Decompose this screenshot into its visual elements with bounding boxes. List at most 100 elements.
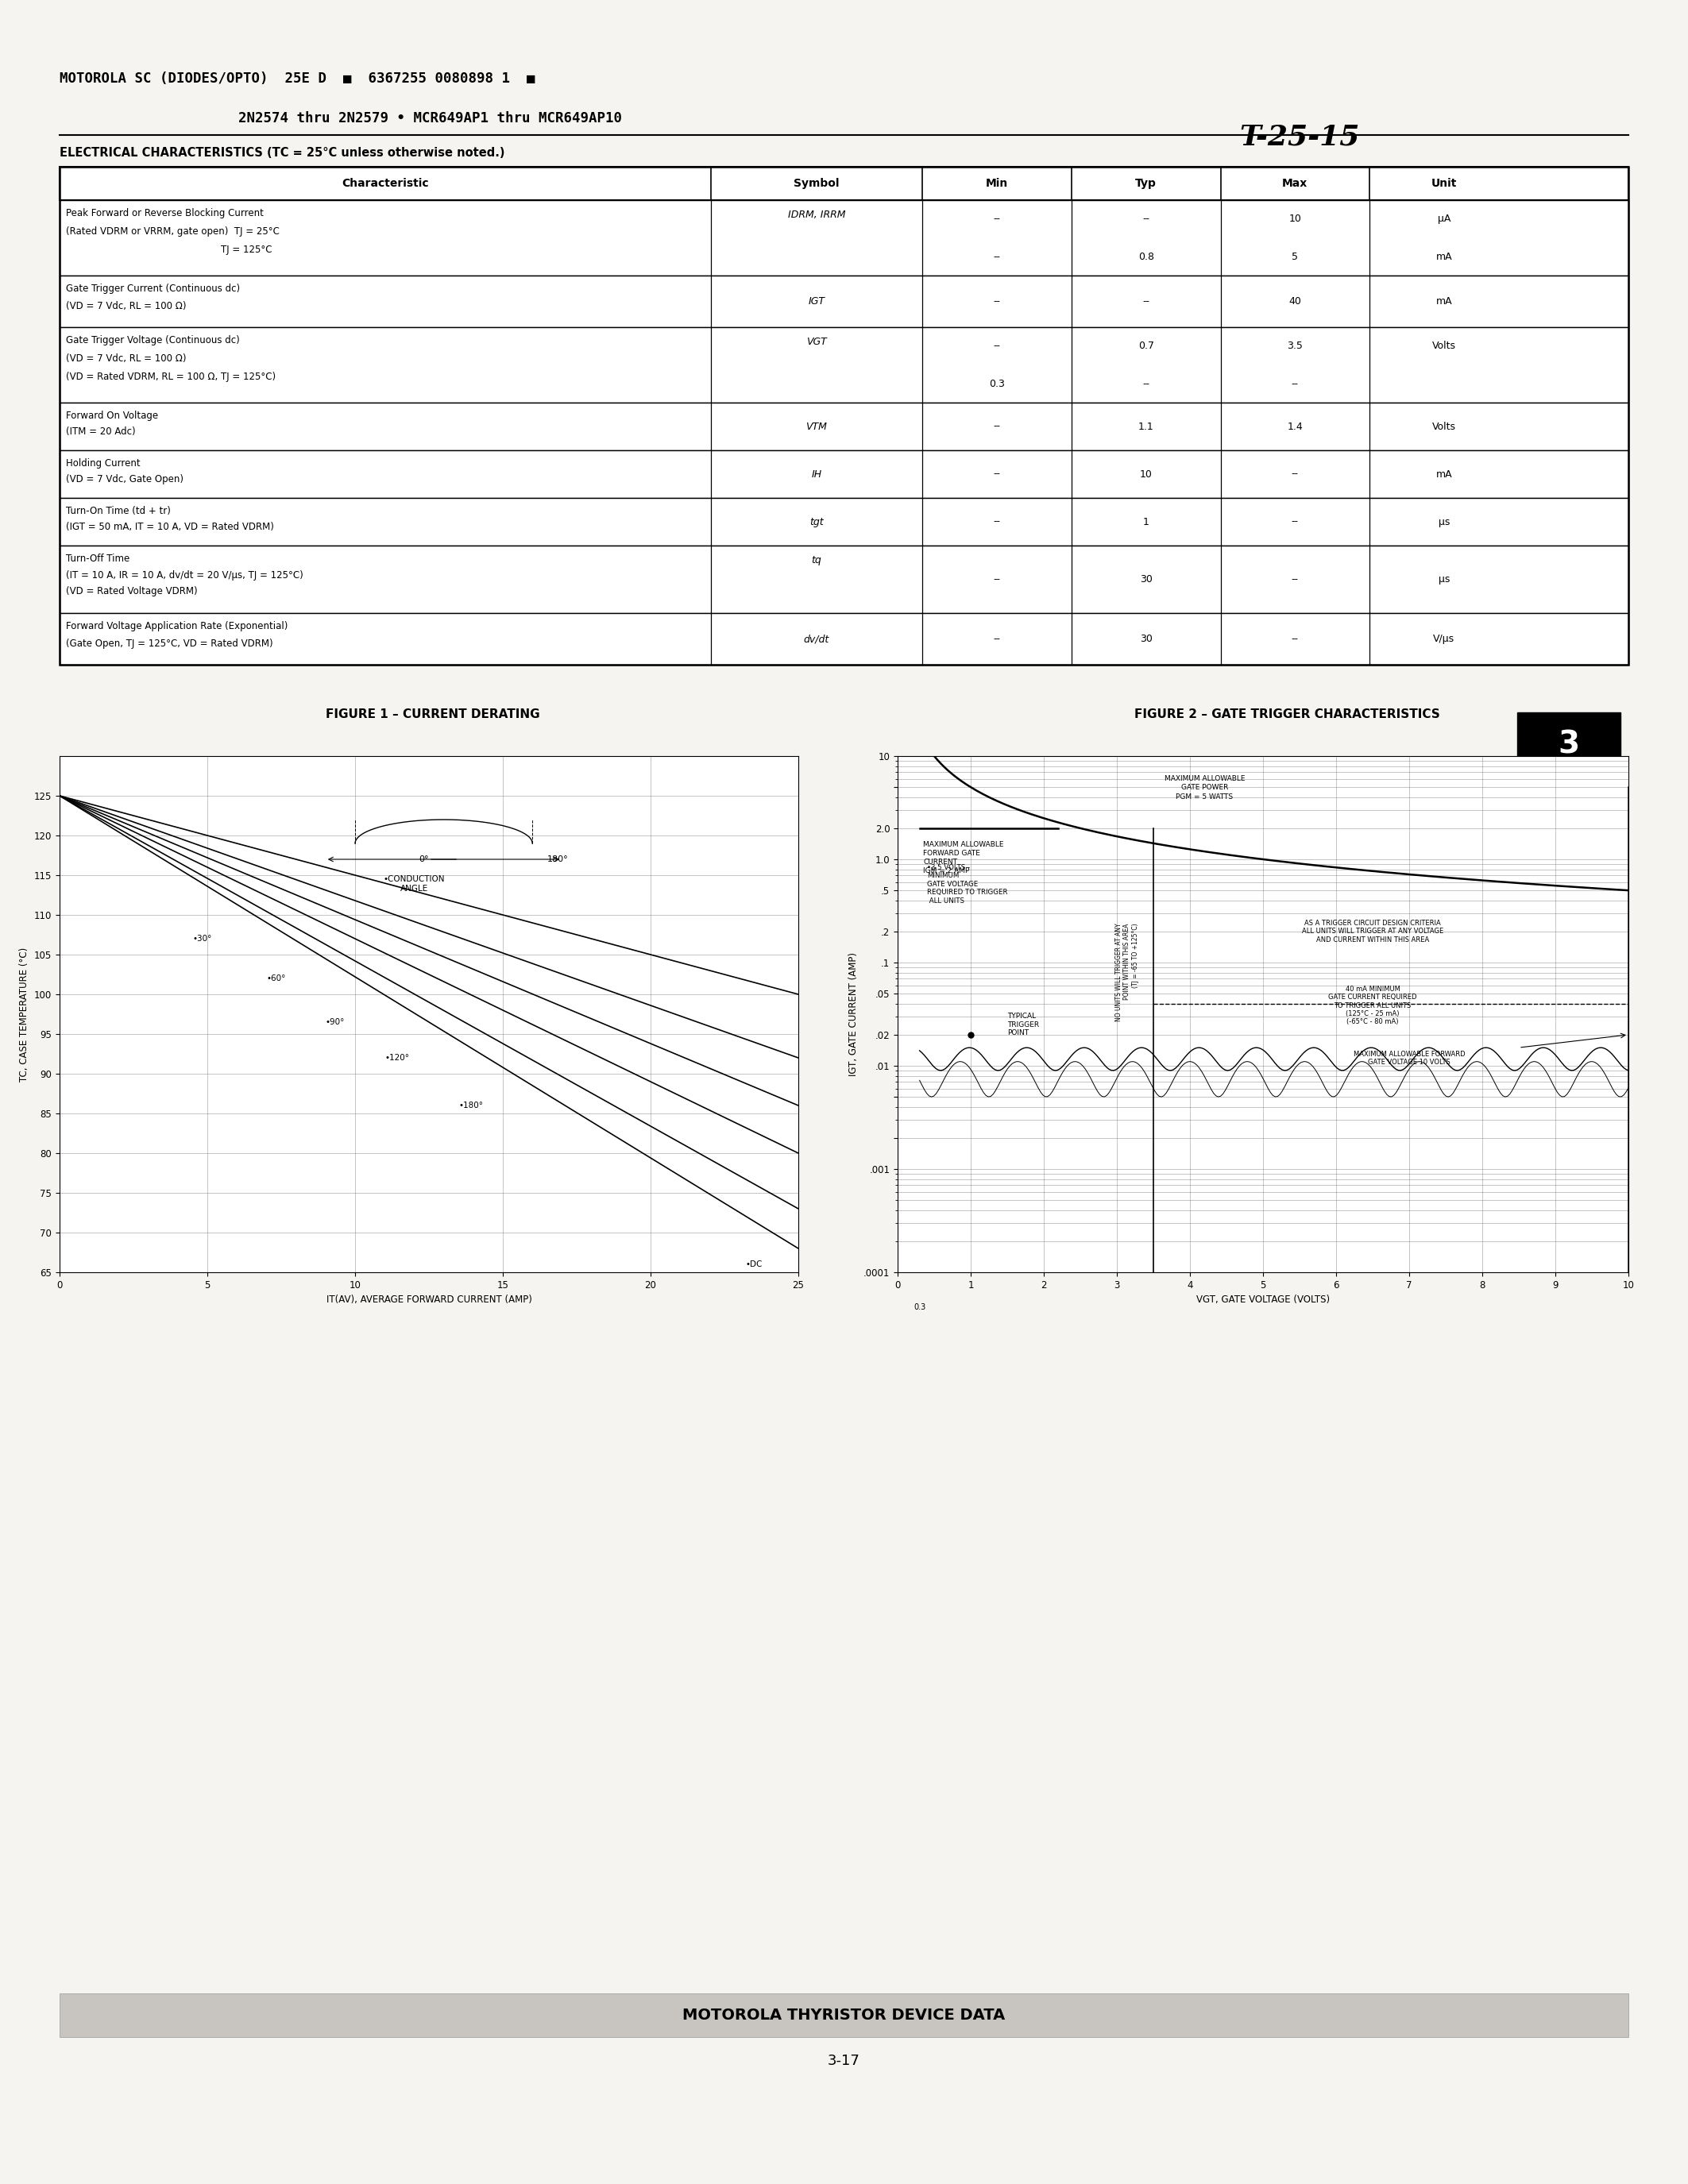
Text: --: -- <box>993 633 1001 644</box>
Text: IGT: IGT <box>809 297 825 306</box>
Text: --: -- <box>993 574 1001 585</box>
Text: •120°: •120° <box>385 1055 408 1061</box>
Text: ELECTRICAL CHARACTERISTICS (TC = 25°C unless otherwise noted.): ELECTRICAL CHARACTERISTICS (TC = 25°C un… <box>59 146 505 159</box>
Text: 180°: 180° <box>547 856 569 863</box>
Text: •60°: •60° <box>267 974 285 983</box>
Text: MAXIMUM ALLOWABLE FORWARD
GATE VOLTAGE 10 VOLTS: MAXIMUM ALLOWABLE FORWARD GATE VOLTAGE 1… <box>1354 1051 1465 1066</box>
Text: 0.7: 0.7 <box>1138 341 1155 352</box>
Text: Gate Trigger Voltage (Continuous dc): Gate Trigger Voltage (Continuous dc) <box>66 334 240 345</box>
Text: --: -- <box>993 214 1001 225</box>
Text: (VD = 7 Vdc, RL = 100 Ω): (VD = 7 Vdc, RL = 100 Ω) <box>66 301 186 312</box>
Text: (VD = 7 Vdc, RL = 100 Ω): (VD = 7 Vdc, RL = 100 Ω) <box>66 354 186 365</box>
Text: Unit: Unit <box>1431 177 1457 190</box>
Text: --: -- <box>1291 518 1298 526</box>
Text: --: -- <box>993 251 1001 262</box>
Text: 3: 3 <box>1558 729 1580 760</box>
Text: MOTOROLA SC (DIODES/OPTO)  25E D  ■  6367255 0080898 1  ■: MOTOROLA SC (DIODES/OPTO) 25E D ■ 636725… <box>59 72 535 85</box>
Text: •DC: •DC <box>746 1260 763 1269</box>
Text: --: -- <box>993 470 1001 478</box>
Text: 1: 1 <box>1143 518 1150 526</box>
Text: Symbol: Symbol <box>793 177 839 190</box>
Text: Turn-Off Time: Turn-Off Time <box>66 553 130 563</box>
Text: --: -- <box>1143 378 1150 389</box>
Text: μs: μs <box>1438 574 1450 585</box>
Text: --: -- <box>1143 214 1150 225</box>
Text: Volts: Volts <box>1431 341 1457 352</box>
Text: 40: 40 <box>1288 297 1301 306</box>
Text: --: -- <box>1291 574 1298 585</box>
Text: Max: Max <box>1283 177 1308 190</box>
Text: VGT: VGT <box>807 336 827 347</box>
Bar <box>59 498 1629 546</box>
Text: MAXIMUM ALLOWABLE
GATE POWER
PGM = 5 WATTS: MAXIMUM ALLOWABLE GATE POWER PGM = 5 WAT… <box>1165 775 1244 799</box>
Text: IDRM, IRRM: IDRM, IRRM <box>788 210 846 221</box>
Text: --: -- <box>1291 378 1298 389</box>
Text: Volts: Volts <box>1431 422 1457 432</box>
Text: 3-17: 3-17 <box>827 2053 861 2068</box>
Text: VTM: VTM <box>805 422 827 432</box>
Text: NO UNITS WILL TRIGGER AT ANY
POINT WITHIN THIS AREA
(TJ = -65 TO +125°C): NO UNITS WILL TRIGGER AT ANY POINT WITHI… <box>1116 924 1139 1022</box>
Text: Typ: Typ <box>1136 177 1156 190</box>
Text: --: -- <box>1291 470 1298 478</box>
Text: (IT = 10 A, IR = 10 A, dv/dt = 20 V/μs, TJ = 125°C): (IT = 10 A, IR = 10 A, dv/dt = 20 V/μs, … <box>66 570 304 581</box>
Text: --: -- <box>1143 297 1150 306</box>
Text: •3.5 VOLTS -
MINIMUM
GATE VOLTAGE
REQUIRED TO TRIGGER
 ALL UNITS: •3.5 VOLTS - MINIMUM GATE VOLTAGE REQUIR… <box>927 865 1008 904</box>
Text: 5: 5 <box>1291 251 1298 262</box>
Text: (VD = 7 Vdc, Gate Open): (VD = 7 Vdc, Gate Open) <box>66 474 184 485</box>
Text: TJ = 125°C: TJ = 125°C <box>66 245 272 256</box>
Text: Gate Trigger Current (Continuous dc): Gate Trigger Current (Continuous dc) <box>66 284 240 295</box>
Text: 3.5: 3.5 <box>1288 341 1303 352</box>
Y-axis label: TC, CASE TEMPERATURE (°C): TC, CASE TEMPERATURE (°C) <box>19 948 30 1081</box>
Text: 10: 10 <box>1288 214 1301 225</box>
Text: (ITM = 20 Adc): (ITM = 20 Adc) <box>66 426 135 437</box>
Text: (Rated VDRM or VRRM, gate open)  TJ = 25°C: (Rated VDRM or VRRM, gate open) TJ = 25°… <box>66 227 280 236</box>
Text: (IGT = 50 mA, IT = 10 A, VD = Rated VDRM): (IGT = 50 mA, IT = 10 A, VD = Rated VDRM… <box>66 522 273 533</box>
Text: •30°: •30° <box>192 935 213 943</box>
Text: tgt: tgt <box>810 518 824 526</box>
Text: FIGURE 1 – CURRENT DERATING: FIGURE 1 – CURRENT DERATING <box>326 708 540 721</box>
Bar <box>59 328 1629 402</box>
X-axis label: VGT, GATE VOLTAGE (VOLTS): VGT, GATE VOLTAGE (VOLTS) <box>1197 1295 1330 1306</box>
Bar <box>59 614 1629 664</box>
Bar <box>59 201 1629 275</box>
Bar <box>59 275 1629 328</box>
Bar <box>1518 712 1620 775</box>
Text: AS A TRIGGER CIRCUIT DESIGN CRITERIA
ALL UNITS WILL TRIGGER AT ANY VOLTAGE
AND C: AS A TRIGGER CIRCUIT DESIGN CRITERIA ALL… <box>1301 919 1443 943</box>
Bar <box>59 546 1629 614</box>
Text: --: -- <box>993 422 1001 432</box>
Bar <box>59 166 1629 201</box>
X-axis label: IT(AV), AVERAGE FORWARD CURRENT (AMP): IT(AV), AVERAGE FORWARD CURRENT (AMP) <box>326 1295 532 1306</box>
Text: mA: mA <box>1436 251 1452 262</box>
Text: (VD = Rated VDRM, RL = 100 Ω, TJ = 125°C): (VD = Rated VDRM, RL = 100 Ω, TJ = 125°C… <box>66 371 275 382</box>
Bar <box>59 166 1629 664</box>
Text: --: -- <box>993 297 1001 306</box>
Text: T-25-15: T-25-15 <box>1239 122 1359 151</box>
Text: 2N2574 thru 2N2579 • MCR649AP1 thru MCR649AP10: 2N2574 thru 2N2579 • MCR649AP1 thru MCR6… <box>238 111 621 124</box>
Text: 0°: 0° <box>419 856 429 863</box>
Text: 1.4: 1.4 <box>1288 422 1303 432</box>
Text: Peak Forward or Reverse Blocking Current: Peak Forward or Reverse Blocking Current <box>66 207 263 218</box>
Text: Turn-On Time (td + tr): Turn-On Time (td + tr) <box>66 507 170 515</box>
Text: •CONDUCTION
ANGLE: •CONDUCTION ANGLE <box>383 876 446 893</box>
Text: Holding Current: Holding Current <box>66 459 140 470</box>
Text: IH: IH <box>812 470 822 478</box>
Text: --: -- <box>1291 633 1298 644</box>
Text: μA: μA <box>1438 214 1450 225</box>
Bar <box>59 402 1629 450</box>
Text: tq: tq <box>812 555 822 566</box>
Text: •180°: •180° <box>459 1101 483 1109</box>
Text: 10: 10 <box>1139 470 1153 478</box>
Text: •90°: •90° <box>326 1018 344 1026</box>
Text: 30: 30 <box>1139 574 1153 585</box>
Text: mA: mA <box>1436 470 1452 478</box>
Text: 30: 30 <box>1139 633 1153 644</box>
Bar <box>59 1994 1629 2038</box>
Text: μs: μs <box>1438 518 1450 526</box>
Text: (VD = Rated Voltage VDRM): (VD = Rated Voltage VDRM) <box>66 585 197 596</box>
Text: Min: Min <box>986 177 1008 190</box>
Y-axis label: IGT, GATE CURRENT (AMP): IGT, GATE CURRENT (AMP) <box>849 952 859 1077</box>
Text: 1.1: 1.1 <box>1138 422 1155 432</box>
Text: 0.3: 0.3 <box>913 1304 925 1310</box>
Text: 0.3: 0.3 <box>989 378 1004 389</box>
Text: 0.8: 0.8 <box>1138 251 1155 262</box>
